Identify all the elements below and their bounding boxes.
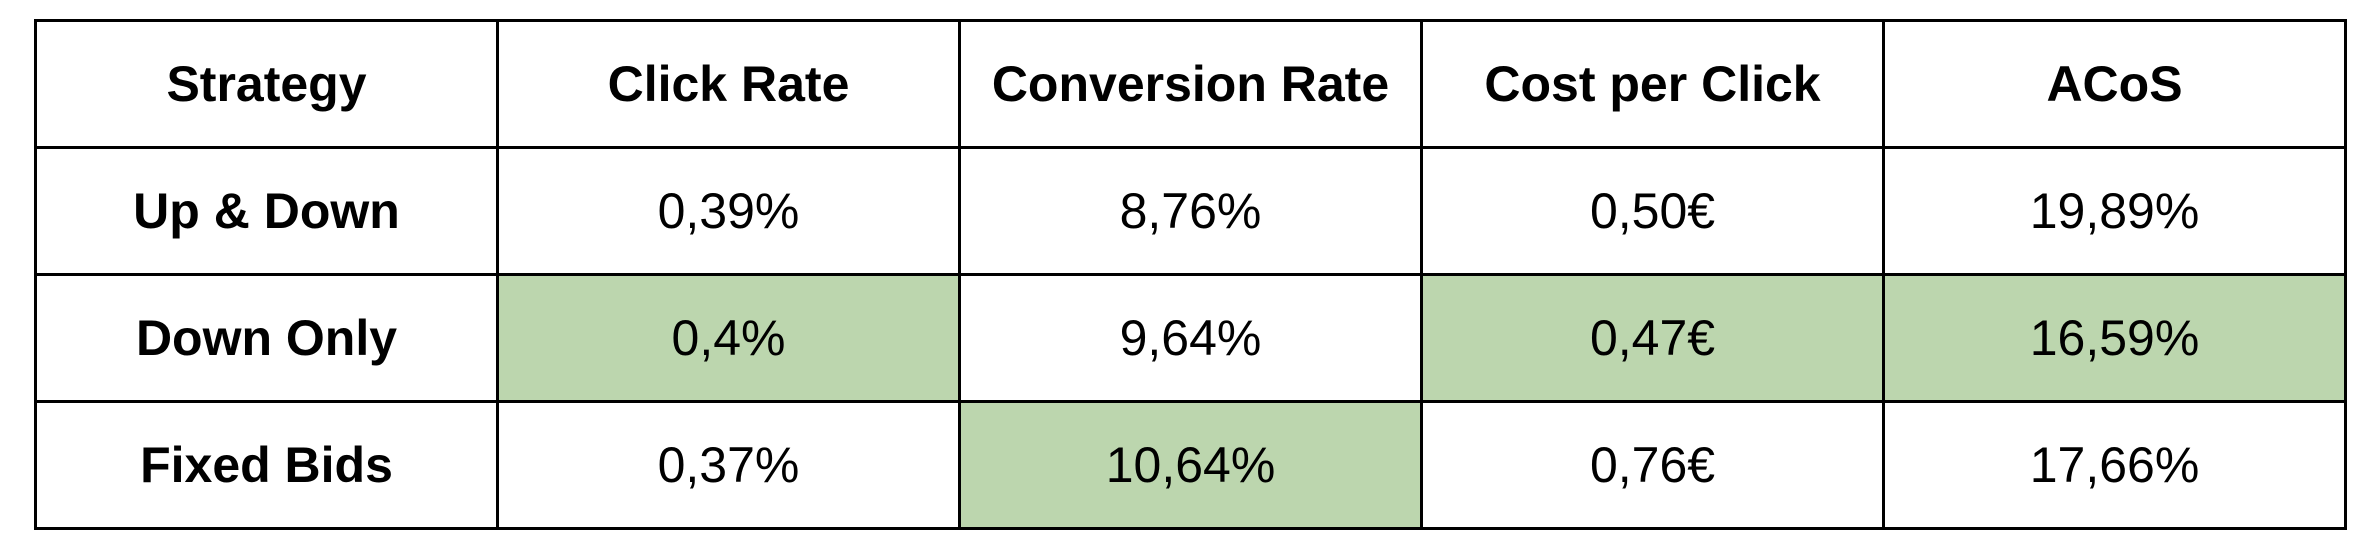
conversion-rate-cell: 10,64% — [958, 400, 1423, 530]
table-row: Down Only 0,4% 9,64% 0,47€ 16,59% — [34, 273, 2347, 403]
strategy-comparison-table: Strategy Click Rate Conversion Rate Cost… — [34, 19, 2347, 530]
header-click-rate: Click Rate — [496, 19, 961, 149]
header-conversion-rate: Conversion Rate — [958, 19, 1423, 149]
header-strategy: Strategy — [34, 19, 499, 149]
cost-per-click-cell: 0,50€ — [1420, 146, 1885, 276]
table-row: Fixed Bids 0,37% 10,64% 0,76€ 17,66% — [34, 400, 2347, 530]
acos-cell: 19,89% — [1882, 146, 2347, 276]
cost-per-click-cell: 0,76€ — [1420, 400, 1885, 530]
click-rate-cell: 0,4% — [496, 273, 961, 403]
click-rate-cell: 0,39% — [496, 146, 961, 276]
header-row: Strategy Click Rate Conversion Rate Cost… — [34, 19, 2347, 149]
strategy-cell: Up & Down — [34, 146, 499, 276]
conversion-rate-cell: 8,76% — [958, 146, 1423, 276]
strategy-cell: Fixed Bids — [34, 400, 499, 530]
strategy-cell: Down Only — [34, 273, 499, 403]
cost-per-click-cell: 0,47€ — [1420, 273, 1885, 403]
header-cost-per-click: Cost per Click — [1420, 19, 1885, 149]
table-row: Up & Down 0,39% 8,76% 0,50€ 19,89% — [34, 146, 2347, 276]
acos-cell: 17,66% — [1882, 400, 2347, 530]
click-rate-cell: 0,37% — [496, 400, 961, 530]
conversion-rate-cell: 9,64% — [958, 273, 1423, 403]
acos-cell: 16,59% — [1882, 273, 2347, 403]
header-acos: ACoS — [1882, 19, 2347, 149]
